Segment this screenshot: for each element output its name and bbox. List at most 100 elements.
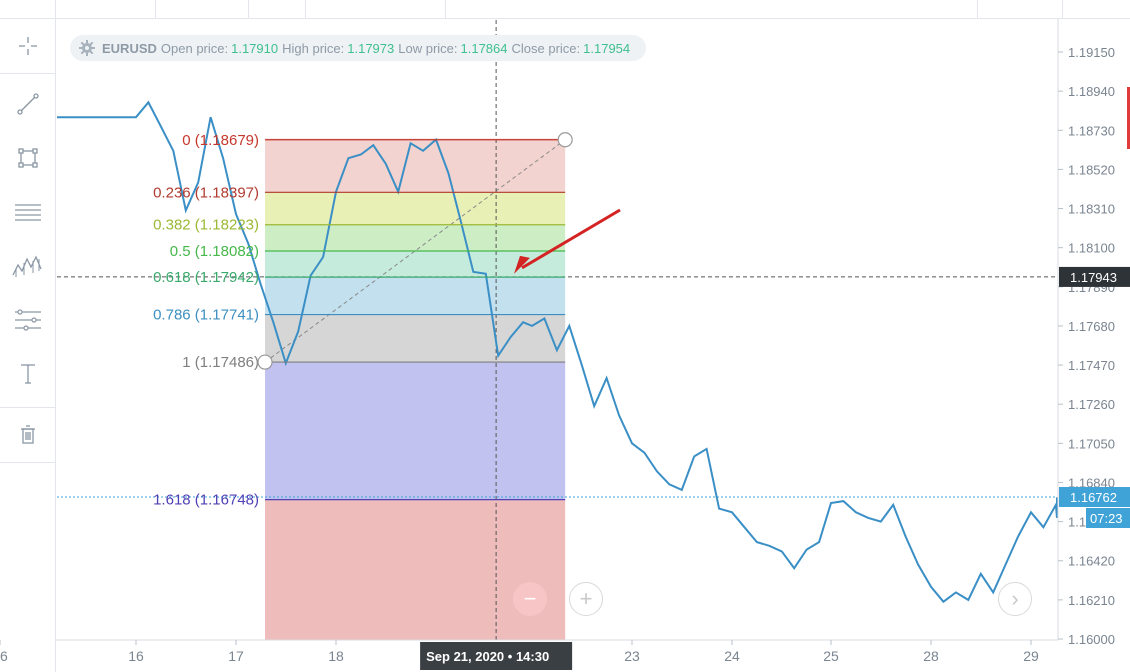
annotation-arrow xyxy=(514,208,621,274)
fib-level-label: 0.382 (1.18223) xyxy=(153,217,259,234)
drawing-toolbar xyxy=(0,19,56,672)
fib-level-label: 0.5 (1.18082) xyxy=(170,243,259,260)
gear-icon[interactable] xyxy=(78,39,96,57)
x-tick-label: 25 xyxy=(823,648,839,664)
horizontal-lines-tool-button[interactable] xyxy=(0,185,55,239)
high-value: 1.17973 xyxy=(347,40,395,56)
toolbar-divider xyxy=(0,462,55,463)
crosshair-tool-button[interactable] xyxy=(0,19,55,73)
fib-band-0.618 xyxy=(265,251,566,278)
y-axis: 1.19150 1.18940 1.18730 1.18520 1.18310 1.181… xyxy=(1058,45,1115,647)
top-toolbar-divider xyxy=(155,0,156,18)
y-tick-label: 1.18940 xyxy=(1068,84,1115,99)
top-toolbar-divider xyxy=(977,0,978,18)
fib-handle-bottom[interactable] xyxy=(257,354,273,370)
x-tick-label: 16 xyxy=(128,648,144,664)
candle-timer-tag xyxy=(1086,508,1130,529)
fib-handle-top[interactable] xyxy=(557,132,573,148)
fib-band-0.236 xyxy=(265,139,566,193)
y-tick-label: 1.18100 xyxy=(1068,241,1115,256)
top-toolbar-divider xyxy=(248,0,249,18)
high-label: High price: xyxy=(282,40,345,56)
crosshair-price-label: 1.17943 xyxy=(1070,270,1117,285)
text-tool-button[interactable] xyxy=(0,347,55,401)
fib-band-1.618 xyxy=(265,362,566,500)
rectangle-tool-button[interactable] xyxy=(0,131,55,185)
top-toolbar xyxy=(0,0,1130,19)
time-tag-crosshair: Sep 21, 2020 • 14:30 xyxy=(420,642,573,670)
text-icon xyxy=(20,364,35,384)
candle-timer-label: 07:23 xyxy=(1090,511,1123,526)
fib-bands xyxy=(265,138,566,640)
x-tick-label: 26 xyxy=(0,648,8,664)
y-tick-label: 1.17260 xyxy=(1068,397,1115,412)
fib-level-label: 0.786 (1.17741) xyxy=(153,307,259,324)
crosshair-time-label: Sep 21, 2020 • 14:30 xyxy=(426,649,549,664)
fib-level-label: 1 (1.17486) xyxy=(182,354,259,371)
fib-tool-icon xyxy=(14,309,41,331)
fib-level-label: 0.618 (1.17942) xyxy=(153,269,259,286)
fib-level-label: 1.618 (1.16748) xyxy=(153,492,259,509)
close-label: Close price: xyxy=(511,40,581,56)
symbol-name: EURUSD xyxy=(102,40,157,56)
top-toolbar-divider xyxy=(445,0,446,18)
last-price-label: 1.16762 xyxy=(1070,490,1117,505)
fib-band-0.786 xyxy=(265,277,566,315)
fib-level-label: 0.236 (1.18397) xyxy=(153,184,259,201)
fib-band-0.5 xyxy=(265,224,566,252)
open-value: 1.17910 xyxy=(231,40,279,56)
x-tick-label: 23 xyxy=(624,648,640,664)
crosshair-icon xyxy=(18,37,37,55)
y-tick-label: 1.16210 xyxy=(1068,593,1115,608)
fib-tool-button[interactable] xyxy=(0,293,55,347)
rectangle-icon xyxy=(17,148,38,168)
zoom-in-button[interactable]: + xyxy=(569,582,603,616)
y-tick-label: 1.18520 xyxy=(1068,162,1115,177)
crosshair-time-tag xyxy=(420,642,573,670)
toolbar-divider xyxy=(0,407,55,408)
top-toolbar-divider xyxy=(305,0,306,18)
y-tick-label: 1.16000 xyxy=(1068,632,1115,647)
minus-icon: − xyxy=(523,586,537,611)
x-tick-label: 18 xyxy=(328,648,344,664)
y-tick-label: 1.19150 xyxy=(1068,45,1115,60)
low-value: 1.17864 xyxy=(460,40,508,56)
fib-labels: 0 (1.18679) 0.236 (1.18397) 0.382 (1.18223… xyxy=(153,132,566,509)
fib-band-extension xyxy=(265,499,566,640)
open-label: Open price: xyxy=(160,40,229,56)
low-label: Low price: xyxy=(398,40,458,56)
fib-trend-line xyxy=(264,139,566,363)
y-tick-label: 1.17680 xyxy=(1068,319,1115,334)
arrow-shaft xyxy=(521,208,621,270)
pattern-icon xyxy=(11,255,42,277)
toolbar-divider xyxy=(0,73,55,74)
chevron-right-icon: › xyxy=(1011,586,1019,611)
scroll-right-button[interactable]: › xyxy=(998,582,1032,616)
x-tick-label: 17 xyxy=(228,648,244,664)
zoom-out-button[interactable]: − xyxy=(513,582,547,616)
crosshair-price-tag xyxy=(1059,266,1130,287)
y-tick-label: 1.18730 xyxy=(1068,123,1115,138)
x-axis: 16 17 18 23 24 25 26 28 29 xyxy=(0,640,1039,664)
plus-icon: + xyxy=(579,586,593,611)
top-toolbar-divider xyxy=(55,0,56,18)
horizontal-lines-icon xyxy=(14,204,41,221)
y-tick-label: 1.16840 xyxy=(1068,475,1115,490)
delete-drawings-button[interactable] xyxy=(0,408,55,462)
close-value: 1.17954 xyxy=(583,40,631,56)
fib-level-label: 0 (1.18679) xyxy=(182,132,259,149)
trend-line-tool-button[interactable] xyxy=(0,77,55,131)
last-price-tag xyxy=(1059,487,1130,508)
y-tick-label: 1.18310 xyxy=(1068,202,1115,217)
fib-band-1 xyxy=(265,314,566,363)
trend-line-icon xyxy=(16,93,39,115)
y-tick-label: 1.17470 xyxy=(1068,358,1115,373)
trash-icon xyxy=(20,425,35,444)
x-tick-label: 29 xyxy=(1023,648,1039,664)
pattern-tool-button[interactable] xyxy=(0,239,55,293)
x-tick-label: 28 xyxy=(923,648,939,664)
arrow-head xyxy=(514,255,530,274)
series-line xyxy=(57,100,1058,604)
fib-band-0.382 xyxy=(265,192,566,225)
